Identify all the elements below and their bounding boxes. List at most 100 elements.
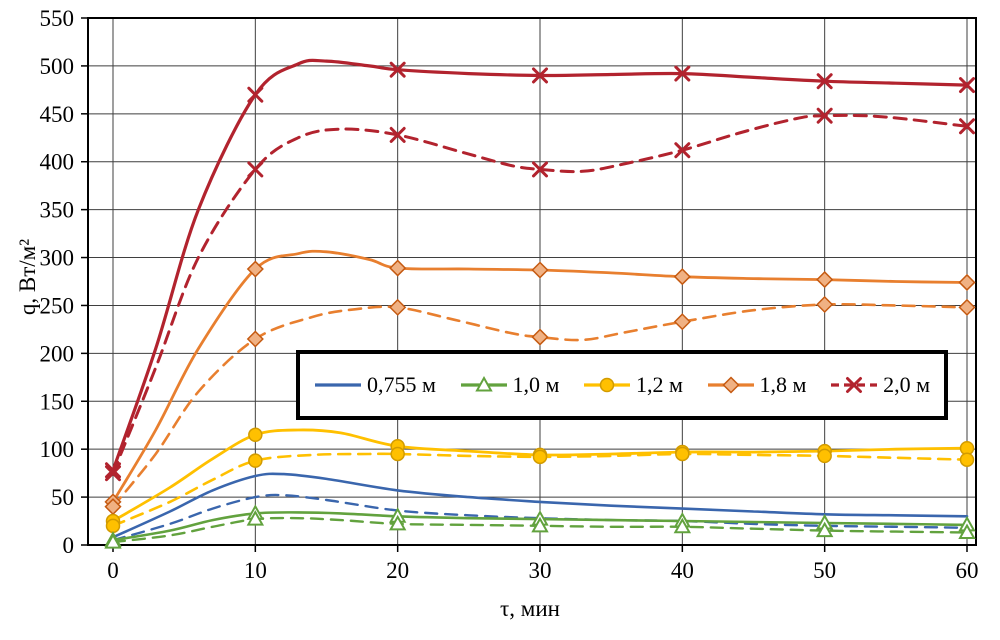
series-line-1-8-dashed	[111, 302, 969, 508]
diamond-marker	[531, 261, 549, 279]
gridlines	[88, 17, 976, 546]
x-marker	[105, 462, 121, 479]
diamond-marker	[721, 376, 740, 394]
y-tick-label: 0	[63, 533, 75, 558]
diamond-marker	[816, 271, 834, 289]
y-tick-label: 300	[40, 246, 75, 271]
series-line-1-8-solid	[111, 249, 969, 504]
circle-marker	[599, 377, 615, 393]
diamond-marker	[816, 295, 834, 314]
circle-marker	[390, 446, 405, 462]
x-marker	[674, 65, 691, 82]
series-line-1-2-solid	[111, 428, 969, 523]
diamond-marker	[389, 298, 407, 316]
y-tick-label: 250	[40, 293, 75, 318]
plot-border	[87, 17, 977, 546]
diamond-marker	[531, 328, 549, 346]
triangle-marker	[673, 517, 692, 534]
x-marker	[532, 161, 548, 178]
legend-label: 1,2 м	[636, 372, 683, 397]
circle-marker	[817, 448, 832, 464]
x-marker	[105, 465, 121, 482]
y-tick-label: 550	[40, 6, 75, 31]
y-tick-label: 450	[40, 102, 75, 127]
x-marker	[247, 86, 264, 103]
y-tick-label: 350	[40, 198, 75, 223]
x-tick-label: 30	[529, 558, 552, 583]
legend-sample	[707, 376, 754, 394]
series-line-2-0-dashed	[111, 113, 969, 475]
legend-sample	[315, 383, 361, 387]
triangle-marker	[388, 514, 407, 531]
diamond-marker	[958, 273, 976, 292]
x-marker	[532, 67, 548, 84]
circle-marker	[532, 449, 548, 465]
diamond-marker	[673, 313, 691, 331]
y-tick-label: 400	[40, 150, 75, 175]
y-tick-labels: 0 50 100 150 200 250 300 350 400 450 500 550	[40, 6, 75, 558]
x-tick-label: 0	[107, 558, 119, 583]
legend-label: 1,0 м	[512, 372, 560, 397]
x-axis-title: τ, мин	[500, 596, 560, 621]
chart-legend: 0,755 м 1,0 м 1,2 м 1,8 м 2,0 м	[296, 350, 948, 420]
y-tick-label: 150	[40, 389, 75, 414]
x-marker	[674, 142, 691, 159]
x-tick-label: 50	[813, 558, 836, 583]
tick-marks	[81, 17, 968, 552]
circle-marker	[105, 518, 121, 534]
x-tick-labels: 0 10 20 30 40 50 60	[107, 558, 978, 583]
x-marker	[959, 77, 975, 94]
series-line-1-0-dashed	[111, 516, 969, 544]
y-tick-label: 500	[40, 54, 75, 79]
legend-label: 0,755 м	[367, 372, 436, 397]
legend-item: 1,2 м	[583, 372, 683, 398]
x-marker	[389, 126, 406, 143]
diamond-marker	[246, 260, 264, 278]
triangle-marker	[815, 521, 834, 538]
diamond-marker	[958, 298, 976, 316]
x-tick-label: 60	[956, 558, 979, 583]
x-tick-label: 20	[386, 558, 409, 583]
x-marker	[247, 161, 264, 178]
legend-item: 1,0 м	[460, 372, 560, 398]
series-markers-1-2-dashed	[105, 446, 975, 534]
circle-marker	[959, 452, 975, 467]
legend-label: 1,8 м	[759, 372, 807, 397]
legend-sample	[584, 377, 631, 393]
legend-sample	[460, 375, 507, 392]
legend-item: 0,755 м	[314, 372, 436, 398]
x-marker	[846, 377, 863, 393]
legend-item: 2,0 м	[830, 372, 930, 398]
legend-label: 2,0 м	[883, 372, 930, 397]
triangle-marker	[474, 375, 493, 392]
y-tick-label: 200	[40, 341, 75, 366]
triangle-marker	[104, 533, 122, 549]
triangle-marker	[246, 510, 265, 526]
x-marker	[959, 118, 975, 135]
series-markers-2-0-solid	[105, 61, 975, 479]
diamond-marker	[673, 268, 691, 286]
y-axis-title: q, Вт/м²	[15, 238, 40, 316]
series-line-1-2-dashed	[111, 452, 969, 528]
x-marker	[816, 107, 833, 124]
legend-sample	[831, 377, 878, 393]
x-tick-label: 40	[671, 558, 694, 583]
series-markers-2-0-dashed	[105, 107, 975, 482]
circle-marker	[248, 453, 263, 468]
series-markers-1-0-dashed	[104, 510, 976, 549]
y-tick-label: 50	[51, 485, 74, 510]
circle-marker	[248, 427, 263, 443]
triangle-marker	[531, 516, 549, 533]
series-line-0-755-solid	[111, 472, 969, 539]
x-marker	[389, 61, 406, 78]
y-tick-label: 100	[40, 437, 75, 462]
x-tick-label: 10	[244, 558, 267, 583]
series-line-2-0-solid	[111, 58, 969, 472]
legend-item: 1,8 м	[707, 372, 807, 398]
diamond-marker	[389, 259, 407, 277]
diamond-marker	[246, 330, 264, 348]
triangle-marker	[958, 523, 976, 540]
series-line-0-755-dashed	[111, 493, 969, 542]
